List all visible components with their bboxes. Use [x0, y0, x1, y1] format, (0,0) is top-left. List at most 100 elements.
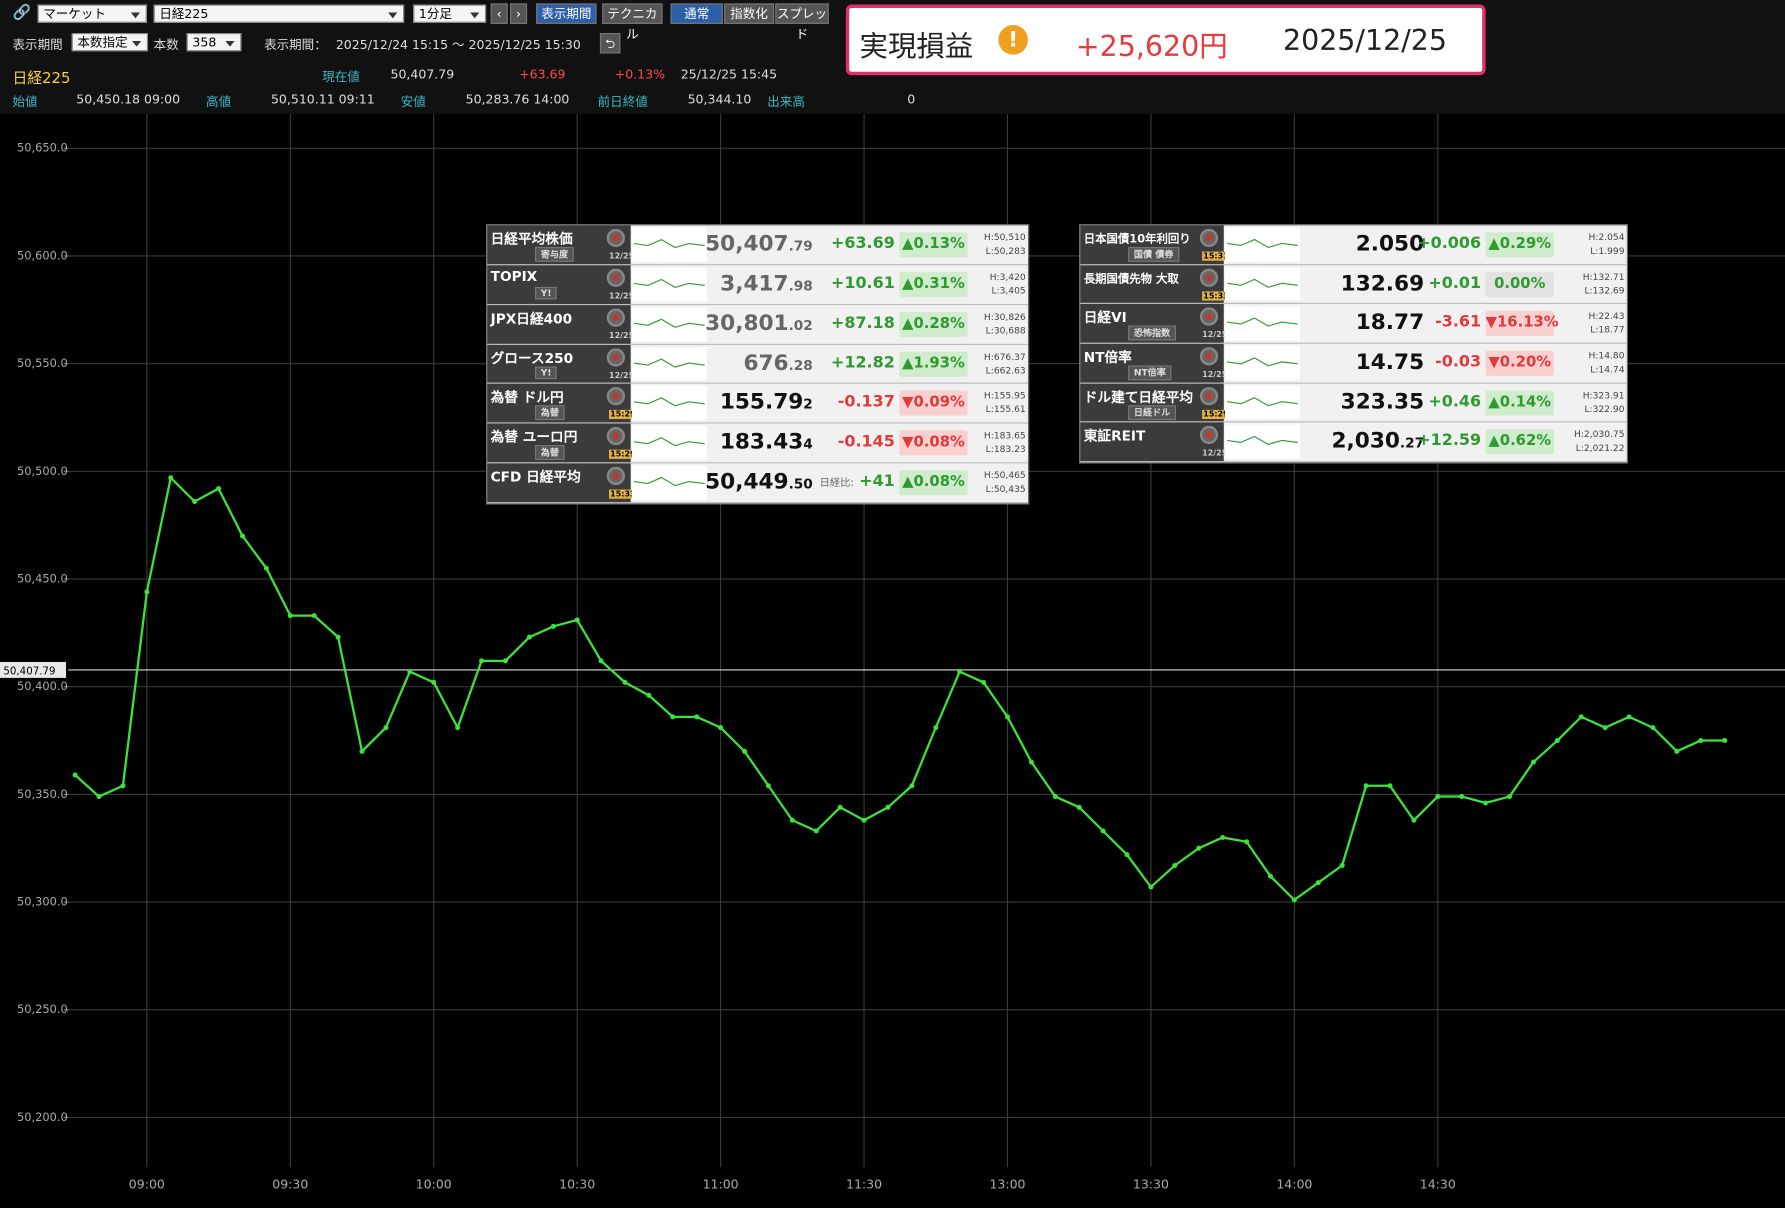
ticker-row[interactable]: 東証REIT 12/25 2,030.27 +12.59 ▲0.62% H:2,030.7… — [1080, 422, 1627, 463]
ticker-name-cell: 為替 ドル円 為替 15:29 — [487, 384, 637, 423]
ticker-high: H:676.37 — [983, 351, 1026, 362]
normal-mode-button[interactable]: 通常 — [670, 3, 723, 24]
next-button[interactable]: › — [510, 3, 528, 24]
ticker-row[interactable]: NT倍率 NT倍率 12/25 14.75 -0.03 ▼0.20% H:14.80 L:14… — [1080, 343, 1627, 384]
ticker-row[interactable]: 長期国債先物 大取 15:33 132.69 +0.01 0.00% H:132.71 L:… — [1080, 264, 1627, 305]
price-point — [263, 565, 269, 571]
ticker-price-main: 183.43 — [719, 429, 804, 455]
ticker-price-sub: .28 — [788, 356, 813, 373]
ticker-pct: ▼16.13% — [1485, 311, 1559, 337]
price-line-series — [74, 475, 1725, 902]
price-point — [742, 748, 748, 754]
ticker-high: H:50,465 — [983, 470, 1026, 481]
price-point — [1459, 794, 1465, 800]
reset-button[interactable]: ⮌ — [599, 33, 621, 54]
ticker-price: 676.28 — [676, 350, 813, 375]
ticker-time: 12/25 — [1202, 370, 1228, 380]
price-point — [861, 817, 867, 823]
price-point — [1554, 738, 1560, 744]
ticker-price-main: 323.35 — [1340, 388, 1425, 415]
ticker-pct: ▼0.08% — [899, 430, 968, 456]
x-tick-label: 10:00 — [416, 1177, 452, 1192]
market-select[interactable]: マーケット — [37, 4, 147, 23]
link-icon[interactable]: 🔗 — [12, 4, 31, 22]
ticker-low: L:662.63 — [985, 364, 1026, 376]
sparkline — [631, 267, 707, 302]
ticker-time: 15:31 — [1202, 251, 1230, 261]
left-ticker-panel: 日経平均株価 寄与度 12/25 50,407.79 +63.69 ▲0.13% H:50,… — [486, 224, 1030, 505]
ticker-price-main: 2,030 — [1331, 428, 1400, 454]
spread-mode-button[interactable]: スプレッド — [775, 3, 829, 42]
price-point — [359, 748, 365, 754]
ticker-price-main: 132.69 — [1340, 270, 1425, 296]
ticker-row[interactable]: 為替 ドル円 為替 15:29 155.792 -0.137 ▼0.09% H:155.95… — [487, 384, 1028, 424]
price-point — [1076, 804, 1082, 810]
ticker-price-sub: .02 — [788, 317, 813, 334]
price-point — [1698, 738, 1704, 744]
price-point — [1435, 794, 1441, 800]
ticker-low: L:50,435 — [985, 484, 1026, 495]
ticker-pct: ▼0.09% — [899, 390, 968, 417]
ticker-row[interactable]: 為替 ユーロ円 為替 15:29 183.434 -0.145 ▼0.08% H:183.6… — [487, 423, 1028, 464]
ticker-row[interactable]: 日本国債10年利回り 国債 債券 15:31 2.050 +0.006 ▲0.29% H:2… — [1080, 225, 1627, 265]
price-point — [1148, 884, 1154, 890]
interval-select[interactable]: 1分足 — [413, 4, 487, 23]
sparkline-graphic — [634, 437, 705, 447]
ticker-change: -0.145 — [837, 432, 895, 452]
ticker-pct: ▲0.08% — [899, 470, 968, 496]
price-point — [479, 658, 485, 664]
ticker-name: NT倍率 — [1083, 349, 1132, 366]
price-point — [1626, 714, 1632, 720]
ticker-change: +12.82 — [831, 353, 895, 372]
ticker-low: L:155.61 — [985, 404, 1026, 415]
price-point — [813, 828, 819, 834]
sparkline — [1224, 385, 1301, 420]
sparkline — [631, 227, 707, 262]
ticker-change: +41 — [859, 472, 895, 491]
symbol-select[interactable]: 日経225 — [153, 4, 405, 23]
sparkline-graphic — [634, 318, 705, 328]
ticker-row[interactable]: JPX日経400 12/25 30,801.02 +87.18 ▲0.28% H:30,8… — [487, 304, 1028, 345]
sparkline — [1224, 346, 1301, 380]
ticker-pct: ▲0.29% — [1485, 232, 1554, 258]
ticker-row[interactable]: 日経VI 恐怖指数 12/25 18.77 -3.61 ▼16.13% H:22.43 L:1… — [1080, 304, 1627, 344]
price-point — [335, 634, 341, 640]
ticker-name-cell: 長期国債先物 大取 15:33 — [1080, 264, 1230, 304]
ticker-high: H:14.80 — [1588, 350, 1625, 361]
ticker-row[interactable]: 日経平均株価 寄与度 12/25 50,407.79 +63.69 ▲0.13% H:50,… — [487, 225, 1028, 266]
ticker-price: 18.77 — [1288, 310, 1424, 335]
price-point — [120, 783, 126, 789]
price-point — [1315, 880, 1321, 886]
index-mode-button[interactable]: 指数化 — [724, 3, 775, 24]
ticker-name: 日経VI — [1083, 310, 1127, 326]
open-label: 始値 — [12, 94, 38, 110]
ticker-high: H:183.65 — [983, 430, 1026, 441]
count-input[interactable]: 358 — [186, 33, 242, 52]
volume-label: 出来高 — [767, 94, 805, 110]
low-label: 安値 — [400, 94, 426, 110]
x-tick-label: 14:00 — [1276, 1177, 1312, 1192]
technical-button[interactable]: テクニカル — [602, 3, 663, 42]
price-point — [1722, 738, 1728, 744]
warning-icon[interactable]: ! — [998, 25, 1028, 55]
ticker-price-main: 3,417 — [720, 270, 789, 296]
count-mode-select[interactable]: 本数指定 — [71, 33, 148, 52]
period-button[interactable]: 表示期間 — [536, 3, 597, 24]
ticker-time: 12/25 — [1202, 330, 1228, 340]
price-point — [1172, 862, 1178, 868]
price-point — [646, 692, 652, 698]
ticker-row[interactable]: ドル建て日経平均 日経ドル 15:29 323.35 +0.46 ▲0.14% H:323.… — [1080, 383, 1627, 423]
ticker-row[interactable]: CFD 日経平均 15:33 50,449.50 日経比: +41 ▲0.08% H:50,… — [487, 463, 1028, 504]
profit-date: 2025/12/25 — [1282, 23, 1448, 57]
change-pct: +0.13% — [614, 67, 666, 82]
ticker-name: TOPIX — [490, 268, 538, 285]
price-point — [96, 794, 102, 800]
ticker-row[interactable]: グロース250 Y! 12/25 676.28 +12.82 ▲1.93% H:676.37… — [487, 344, 1028, 385]
ticker-icon — [606, 228, 625, 248]
prev-button[interactable]: ‹ — [490, 3, 508, 24]
sparkline-graphic — [634, 358, 705, 368]
ticker-pct: ▲0.62% — [1485, 429, 1554, 455]
profit-label: 実現損益 — [859, 29, 974, 63]
ticker-row[interactable]: TOPIX Y! 12/25 3,417.98 +10.61 ▲0.31% H:3,420 L… — [487, 265, 1028, 305]
